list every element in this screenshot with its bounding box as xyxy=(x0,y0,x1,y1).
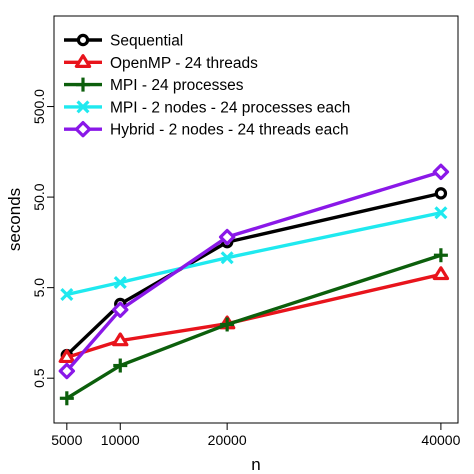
data-point xyxy=(113,358,128,373)
data-point xyxy=(433,248,448,263)
y-tick-label: 500.0 xyxy=(31,89,47,124)
legend-marker xyxy=(74,54,92,68)
x-tick-label: 10000 xyxy=(101,432,140,448)
legend-label: MPI - 24 processes xyxy=(110,77,244,94)
series-layer xyxy=(58,163,450,406)
series-2 xyxy=(59,248,448,406)
data-point xyxy=(434,187,448,200)
y-tick-label: 50.0 xyxy=(31,183,47,210)
series-line xyxy=(66,211,442,297)
y-axis-title: seconds xyxy=(5,188,24,251)
series-line xyxy=(65,253,442,400)
data-point xyxy=(113,275,127,290)
x-tick-label: 40000 xyxy=(421,432,460,448)
legend-entry: MPI - 2 nodes - 24 processes each xyxy=(64,99,350,116)
legend-entry: OpenMP - 24 threads xyxy=(64,54,258,72)
data-point xyxy=(112,332,129,347)
data-point xyxy=(58,362,76,380)
data-point xyxy=(112,301,129,318)
data-point xyxy=(59,391,74,406)
data-point xyxy=(218,228,236,246)
series-line xyxy=(65,170,442,373)
legend-marker xyxy=(74,120,92,138)
axes: 5000 10000 20000 40000 0.5 5.0 50.0 500.0 n secon… xyxy=(5,15,461,474)
data-point xyxy=(432,163,450,181)
legend-marker xyxy=(76,100,90,114)
legend-entry: Hybrid - 2 nodes - 24 threads each xyxy=(64,120,349,139)
legend-entry: MPI - 24 processes xyxy=(64,77,244,94)
y-tick-label: 0.5 xyxy=(31,368,47,388)
data-point xyxy=(434,206,448,220)
x-tick-label: 20000 xyxy=(208,432,247,448)
legend-label: MPI - 2 nodes - 24 processes each xyxy=(110,99,350,116)
legend-entry: Sequential xyxy=(64,33,183,50)
series-3 xyxy=(60,206,448,302)
x-tick-label: 5000 xyxy=(51,432,82,448)
legend-label: OpenMP - 24 threads xyxy=(110,55,258,72)
data-point xyxy=(60,287,74,302)
data-point xyxy=(220,251,234,265)
legend-label: Hybrid - 2 nodes - 24 threads each xyxy=(110,122,349,139)
legend-marker xyxy=(76,77,90,92)
data-point xyxy=(58,349,76,364)
legend-marker xyxy=(76,33,90,47)
legend: Sequential OpenMP - 24 threads MPI - 24 pr… xyxy=(64,33,350,139)
data-point xyxy=(432,266,450,281)
y-tick-label: 5.0 xyxy=(31,278,47,298)
series-line xyxy=(66,272,442,359)
series-4 xyxy=(58,163,450,380)
x-axis-title: n xyxy=(251,455,260,474)
legend-label: Sequential xyxy=(110,33,183,50)
data-point xyxy=(220,317,235,332)
